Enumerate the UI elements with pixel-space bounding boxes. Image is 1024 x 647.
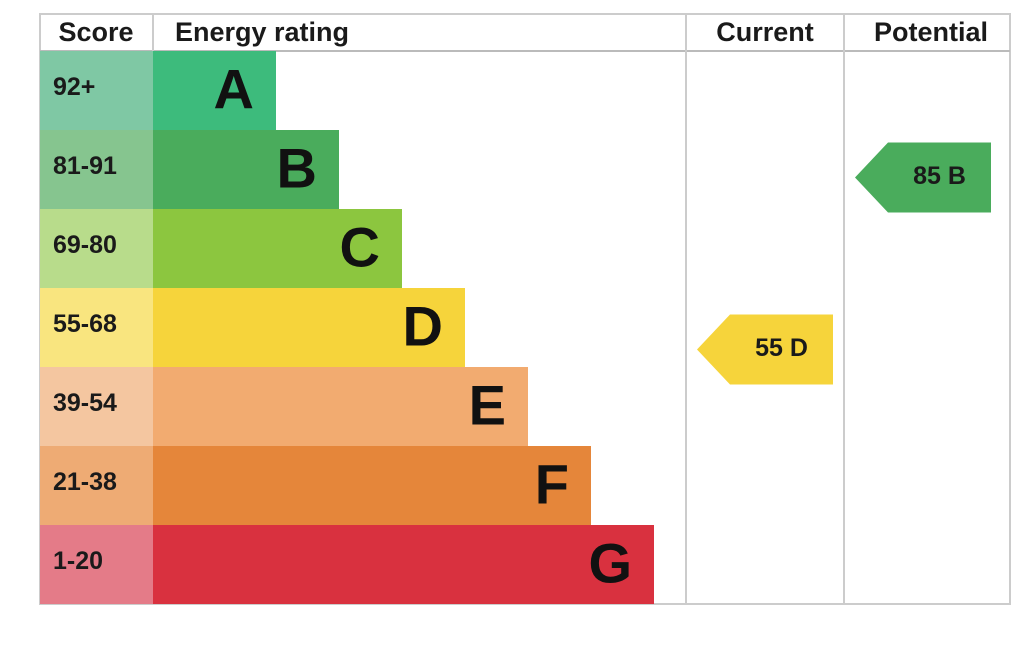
band-letter: C (340, 215, 380, 278)
potential-arrow (855, 142, 991, 213)
band-letter: E (469, 373, 506, 436)
header-current: Current (716, 17, 814, 47)
score-label: 69-80 (53, 231, 117, 259)
score-label: 55-68 (53, 310, 117, 338)
band-letter: D (403, 294, 443, 357)
score-label: 92+ (53, 73, 95, 101)
score-cell (40, 209, 153, 288)
current-arrow (697, 314, 833, 385)
score-label: 39-54 (53, 389, 117, 417)
rating-bar (153, 130, 339, 209)
header-potential: Potential (874, 17, 988, 47)
band-letter: A (214, 57, 254, 120)
rating-bar (153, 446, 591, 525)
score-label: 21-38 (53, 468, 117, 496)
band-letter: B (277, 136, 317, 199)
current-label: 55 D (755, 334, 808, 362)
score-cell (40, 525, 153, 604)
score-cell (40, 367, 153, 446)
score-cell (40, 446, 153, 525)
rating-bar (153, 525, 654, 604)
potential-label: 85 B (913, 162, 966, 190)
score-label: 1-20 (53, 547, 103, 575)
rating-bar (153, 288, 465, 367)
rating-bar (153, 51, 276, 130)
header-rating: Energy rating (175, 17, 349, 47)
rating-bar (153, 209, 402, 288)
rating-bar (153, 367, 528, 446)
score-label: 81-91 (53, 152, 117, 180)
band-letter: F (535, 452, 569, 515)
score-cell (40, 51, 153, 130)
band-letter: G (588, 531, 632, 594)
score-cell (40, 288, 153, 367)
header-score: Score (58, 17, 133, 47)
score-cell (40, 130, 153, 209)
